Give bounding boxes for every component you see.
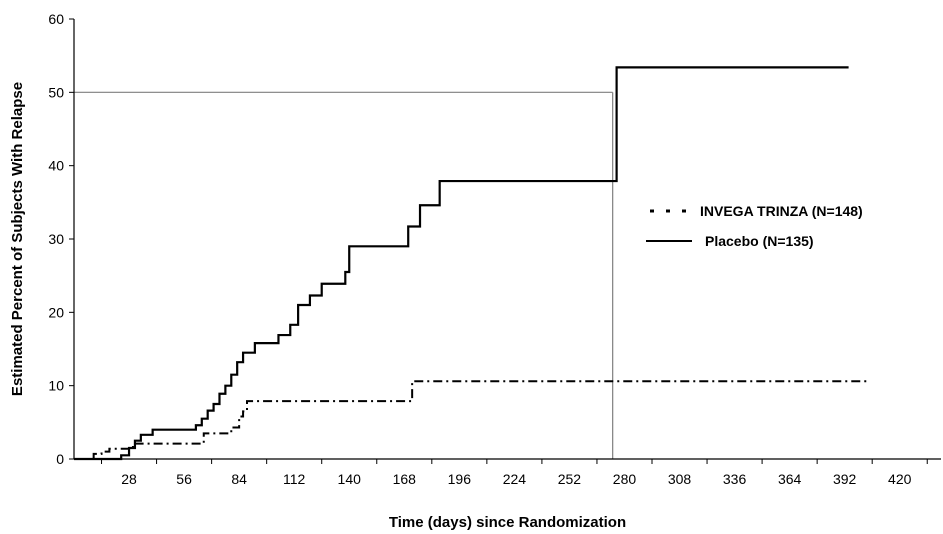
y-tick-label: 0 [56,451,64,467]
reference-lines [74,91,614,459]
series-line-placebo [74,66,849,461]
y-tick-label: 50 [48,84,64,100]
x-ticks: 28 56 84 112 140 168 196 224 252 280 308 336 364 392 4… [101,459,928,487]
x-tick-label: 196 [448,471,472,487]
x-tick-label: 84 [231,471,247,487]
legend-label-invega-trinza: INVEGA TRINZA (N=148) [700,203,863,219]
x-tick-label: 252 [558,471,582,487]
y-tick-label: 40 [48,158,64,174]
y-tick-label: 10 [48,378,64,394]
x-tick-label: 56 [176,471,192,487]
y-tick-label: 30 [48,231,64,247]
y-tick-label: 60 [48,11,64,27]
legend-label-placebo: Placebo (N=135) [705,233,814,249]
x-tick-label: 420 [888,471,912,487]
x-tick-label: 112 [283,471,306,487]
x-tick-label: 224 [503,471,527,487]
x-tick-label: 140 [338,471,362,487]
x-tick-label: 392 [833,471,857,487]
y-tick-label: 20 [48,304,64,320]
x-tick-label: 336 [723,471,747,487]
y-axis-title: Estimated Percent of Subjects With Relap… [9,82,26,396]
legend: INVEGA TRINZA (N=148) Placebo (N=135) [646,203,863,249]
series-layer [74,66,869,461]
x-tick-label: 168 [393,471,417,487]
x-tick-label: 280 [613,471,637,487]
x-tick-label: 28 [121,471,137,487]
series-line-invega-trinza [74,380,869,460]
x-axis-title: Time (days) since Randomization [389,514,626,531]
x-tick-label: 364 [778,471,802,487]
y-ticks: 0 10 20 30 40 50 60 [48,11,74,467]
x-tick-label: 308 [668,471,692,487]
